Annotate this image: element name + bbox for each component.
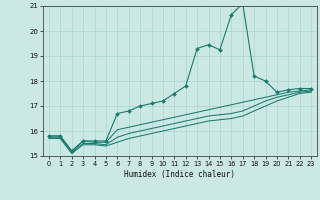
X-axis label: Humidex (Indice chaleur): Humidex (Indice chaleur) xyxy=(124,170,236,179)
